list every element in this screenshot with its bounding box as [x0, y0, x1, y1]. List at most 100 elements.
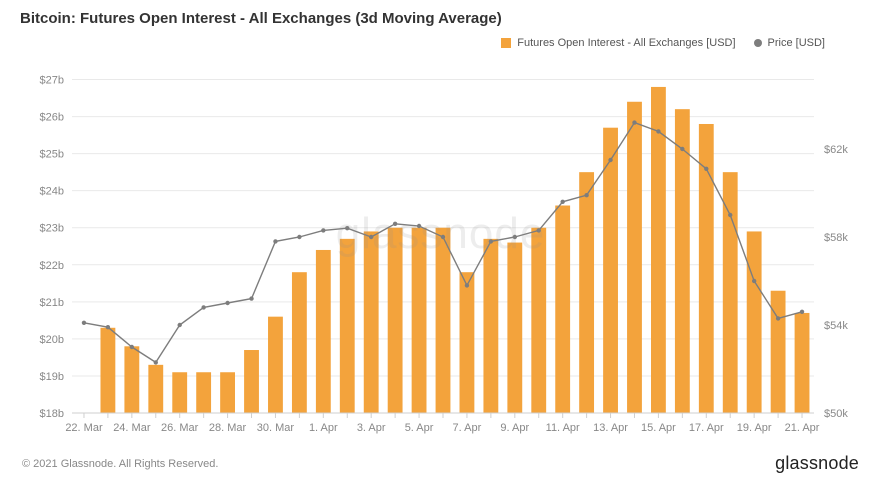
price-marker	[201, 305, 205, 309]
bar	[412, 228, 427, 413]
price-marker	[584, 193, 588, 197]
price-marker	[345, 226, 349, 230]
svg-text:17. Apr: 17. Apr	[689, 422, 724, 434]
bar	[483, 239, 498, 413]
svg-text:24. Mar: 24. Mar	[113, 422, 151, 434]
svg-text:$58k: $58k	[824, 232, 848, 244]
price-marker	[106, 325, 110, 329]
price-marker	[776, 316, 780, 320]
price-marker	[513, 235, 517, 239]
svg-text:$19b: $19b	[40, 371, 64, 383]
brand-logo: glassnode	[775, 453, 859, 474]
svg-text:26. Mar: 26. Mar	[161, 422, 199, 434]
price-marker	[178, 323, 182, 327]
svg-text:$50k: $50k	[824, 408, 848, 420]
svg-text:$23b: $23b	[40, 223, 64, 235]
bar	[460, 272, 475, 413]
bar	[723, 172, 738, 413]
bar	[220, 372, 235, 413]
chart: glassnode $18b$19b$20b$21b$22b$23b$24b$2…	[16, 55, 865, 445]
price-marker	[249, 296, 253, 300]
price-marker	[465, 283, 469, 287]
price-marker	[297, 235, 301, 239]
svg-text:$18b: $18b	[40, 408, 64, 420]
bar	[603, 128, 618, 413]
svg-text:22. Mar: 22. Mar	[65, 422, 103, 434]
svg-text:$62k: $62k	[824, 144, 848, 156]
price-marker	[704, 167, 708, 171]
price-marker	[393, 222, 397, 226]
price-marker	[369, 235, 373, 239]
bar	[795, 313, 810, 413]
bar	[172, 372, 187, 413]
bar	[196, 372, 211, 413]
svg-text:19. Apr: 19. Apr	[737, 422, 772, 434]
price-marker	[800, 310, 804, 314]
price-marker	[728, 213, 732, 217]
svg-text:$22b: $22b	[40, 260, 64, 272]
bar	[340, 239, 355, 413]
svg-text:$25b: $25b	[40, 149, 64, 161]
legend-item-line: Price [USD]	[754, 37, 825, 49]
legend-label-line: Price [USD]	[768, 37, 825, 49]
bar	[244, 350, 259, 413]
price-marker	[608, 158, 612, 162]
price-marker	[154, 360, 158, 364]
legend-item-bars: Futures Open Interest - All Exchanges [U…	[501, 37, 735, 49]
bar	[100, 328, 115, 413]
svg-text:30. Mar: 30. Mar	[257, 422, 295, 434]
bar	[555, 206, 570, 413]
legend-swatch-bar	[501, 38, 511, 48]
price-marker	[632, 120, 636, 124]
price-marker	[656, 129, 660, 133]
price-marker	[537, 228, 541, 232]
bar	[364, 231, 379, 413]
bar	[316, 250, 331, 413]
svg-text:1. Apr: 1. Apr	[309, 422, 338, 434]
price-marker	[752, 279, 756, 283]
svg-text:7. Apr: 7. Apr	[453, 422, 482, 434]
bar	[148, 365, 163, 413]
bar	[579, 172, 594, 413]
price-marker	[441, 235, 445, 239]
price-marker	[560, 200, 564, 204]
bar	[388, 228, 403, 413]
price-marker	[321, 228, 325, 232]
price-marker	[680, 147, 684, 151]
svg-text:9. Apr: 9. Apr	[500, 422, 529, 434]
svg-text:3. Apr: 3. Apr	[357, 422, 386, 434]
chart-svg: $18b $19b $20b $21b $22b $23b $24b $25b $26b $27b…	[16, 55, 865, 445]
legend-swatch-line	[754, 39, 762, 47]
legend: Futures Open Interest - All Exchanges [U…	[16, 37, 865, 49]
bar	[747, 231, 762, 413]
svg-text:13. Apr: 13. Apr	[593, 422, 628, 434]
bar	[675, 109, 690, 413]
copyright-text: © 2021 Glassnode. All Rights Reserved.	[22, 458, 218, 470]
legend-label-bar: Futures Open Interest - All Exchanges [U…	[517, 37, 735, 49]
svg-text:5. Apr: 5. Apr	[405, 422, 434, 434]
price-marker	[273, 239, 277, 243]
svg-text:$20b: $20b	[40, 334, 64, 346]
svg-text:$54k: $54k	[824, 320, 848, 332]
bar	[268, 317, 283, 413]
chart-title: Bitcoin: Futures Open Interest - All Exc…	[20, 10, 865, 27]
svg-text:11. Apr: 11. Apr	[546, 422, 580, 434]
bar	[531, 228, 546, 413]
svg-text:$27b: $27b	[40, 75, 64, 87]
svg-text:$21b: $21b	[40, 297, 64, 309]
bar	[124, 346, 139, 413]
bar	[436, 228, 451, 413]
svg-text:$26b: $26b	[40, 112, 64, 124]
svg-text:21. Apr: 21. Apr	[785, 422, 820, 434]
price-marker	[489, 239, 493, 243]
price-marker	[417, 224, 421, 228]
svg-text:28. Mar: 28. Mar	[209, 422, 247, 434]
bar	[507, 243, 522, 413]
price-marker	[82, 321, 86, 325]
svg-text:$24b: $24b	[40, 186, 64, 198]
bar	[627, 102, 642, 413]
price-marker	[225, 301, 229, 305]
svg-text:15. Apr: 15. Apr	[641, 422, 676, 434]
price-marker	[130, 345, 134, 349]
bar	[292, 272, 307, 413]
